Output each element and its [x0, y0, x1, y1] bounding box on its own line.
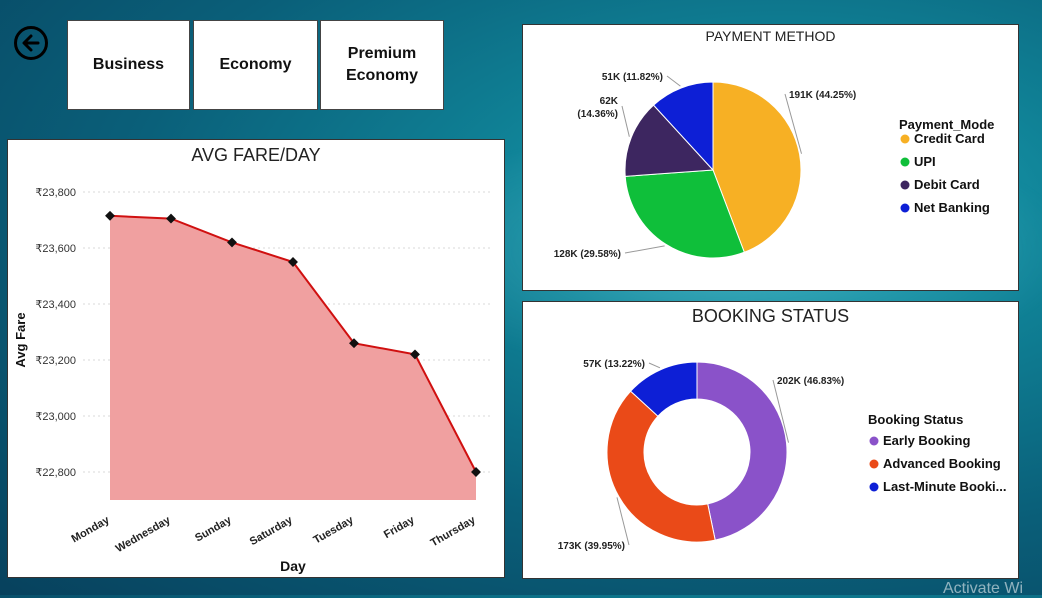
- avg-fare-title: AVG FARE/DAY: [191, 145, 321, 165]
- payment-legend-label: Debit Card: [914, 177, 980, 192]
- booking-legend-title: Booking Status: [868, 412, 963, 427]
- payment-legend: Credit Card UPI Debit Card Net Banking: [900, 131, 990, 215]
- fare-x-tick-label: Tuesday: [312, 514, 357, 547]
- payment-slice: [624, 169, 745, 259]
- fare-point: [471, 467, 481, 477]
- fare-y-tick-label: ₹22,800: [35, 467, 76, 479]
- fare-point: [349, 338, 359, 349]
- business-button-label: Business: [92, 56, 165, 74]
- activate-windows-watermark: Activate Wi: [943, 580, 1024, 597]
- payment-legend-marker: [900, 180, 910, 190]
- booking-slice: [606, 390, 716, 543]
- booking-leader-line: [616, 497, 630, 546]
- fare-y-axis-label: Avg Fare: [13, 312, 28, 367]
- payment-method-title: PAYMENT METHOD: [705, 28, 836, 44]
- booking-legend-marker: [869, 482, 879, 492]
- fare-x-tick-label: Thursday: [429, 514, 479, 550]
- fare-y-tick-label: ₹23,000: [35, 411, 76, 423]
- back-button[interactable]: [14, 26, 48, 60]
- payment-pie-chart: 191K (44.25%) 128K (29.58%) 62K (14.36%) 51K…: [554, 72, 995, 260]
- fare-point: [166, 213, 176, 224]
- fare-x-tick-label: Monday: [70, 514, 113, 546]
- booking-legend-marker: [869, 459, 879, 469]
- booking-slice: [696, 361, 788, 541]
- booking-data-labels: 202K (46.83%) 173K (39.95%) 57K (13.22%): [558, 359, 845, 552]
- payment-slice: [712, 81, 802, 253]
- booking-data-label: 57K (13.22%): [583, 359, 645, 370]
- economy-button-label: Economy: [219, 56, 292, 74]
- payment-data-label: 128K (29.58%): [554, 249, 621, 260]
- payment-leader-line: [621, 105, 630, 137]
- fare-y-ticks: ₹22,800 ₹23,000 ₹23,200 ₹23,400 ₹23,600 ₹23,8…: [35, 187, 76, 479]
- booking-legend-label: Last-Minute Booki...: [883, 479, 1007, 494]
- booking-donut-chart: 202K (46.83%) 173K (39.95%) 57K (13.22%) B…: [558, 359, 1007, 552]
- payment-legend-label: Net Banking: [914, 200, 990, 215]
- booking-data-label: 173K (39.95%): [558, 541, 625, 552]
- fare-y-tick-label: ₹23,200: [35, 355, 76, 367]
- fare-x-ticks: Monday Wednesday Sunday Saturday Tuesday Frid…: [70, 514, 479, 555]
- premium-economy-button[interactable]: Premium Economy: [320, 20, 444, 110]
- fare-x-tick-label: Wednesday: [114, 514, 174, 555]
- payment-leader-line: [784, 93, 802, 154]
- payment-data-label: 191K (44.25%): [789, 90, 856, 101]
- payment-legend-marker: [900, 203, 910, 213]
- booking-legend-label: Early Booking: [883, 433, 970, 448]
- payment-data-label: 62K: [600, 96, 619, 107]
- booking-status-title: BOOKING STATUS: [691, 306, 850, 326]
- payment-leader-line: [666, 75, 681, 87]
- premium-economy-button-label: Premium Economy: [345, 45, 418, 84]
- booking-status-card: BOOKING STATUS 202K (46.83%) 173K (39.95%…: [522, 301, 1019, 579]
- fare-points: [105, 210, 481, 477]
- booking-legend: Early Booking Advanced Booking Last-Minute…: [869, 433, 1007, 494]
- fare-point: [227, 237, 237, 248]
- payment-leader-line: [624, 245, 665, 254]
- fare-area: [110, 215, 476, 501]
- booking-legend-marker: [869, 436, 879, 446]
- payment-legend-marker: [900, 134, 910, 144]
- payment-legend-label: UPI: [914, 154, 936, 169]
- payment-method-card: PAYMENT METHOD 191K (44.25%) 128K (29.58%…: [522, 24, 1019, 291]
- payment-legend-marker: [900, 157, 910, 167]
- payment-legend-label: Credit Card: [914, 131, 985, 146]
- business-button[interactable]: Business: [67, 20, 190, 110]
- payment-data-labels: 191K (44.25%) 128K (29.58%) 62K (14.36%) 51K…: [554, 72, 857, 260]
- payment-slice: [652, 81, 714, 172]
- fare-point: [105, 210, 115, 221]
- booking-data-label: 202K (46.83%): [777, 376, 844, 387]
- arrow-left-icon: [22, 34, 40, 52]
- fare-y-tick-label: ₹23,400: [35, 299, 76, 311]
- avg-fare-card: AVG FARE/DAY ₹22,800 ₹23,000 ₹23,200 ₹23,40…: [7, 139, 505, 578]
- payment-slices: [624, 81, 802, 259]
- payment-data-label: 51K (11.82%): [602, 72, 663, 83]
- fare-y-tick-label: ₹23,600: [35, 243, 76, 255]
- payment-data-label: (14.36%): [577, 109, 618, 120]
- booking-slices: [606, 361, 788, 543]
- fare-x-tick-label: Friday: [382, 514, 417, 541]
- booking-leader-line: [648, 362, 661, 369]
- fare-y-tick-label: ₹23,800: [35, 187, 76, 199]
- payment-legend-title: Payment_Mode: [899, 117, 994, 132]
- booking-leader-line: [772, 379, 790, 443]
- fare-x-tick-label: Sunday: [193, 514, 234, 545]
- fare-x-axis-label: Day: [280, 558, 306, 574]
- economy-button[interactable]: Economy: [193, 20, 318, 110]
- payment-slice: [624, 104, 715, 177]
- avg-fare-chart: ₹22,800 ₹23,000 ₹23,200 ₹23,400 ₹23,600 ₹23,8…: [13, 187, 493, 574]
- booking-slice: [629, 361, 698, 417]
- booking-legend-label: Advanced Booking: [883, 456, 1001, 471]
- fare-x-tick-label: Saturday: [248, 514, 296, 548]
